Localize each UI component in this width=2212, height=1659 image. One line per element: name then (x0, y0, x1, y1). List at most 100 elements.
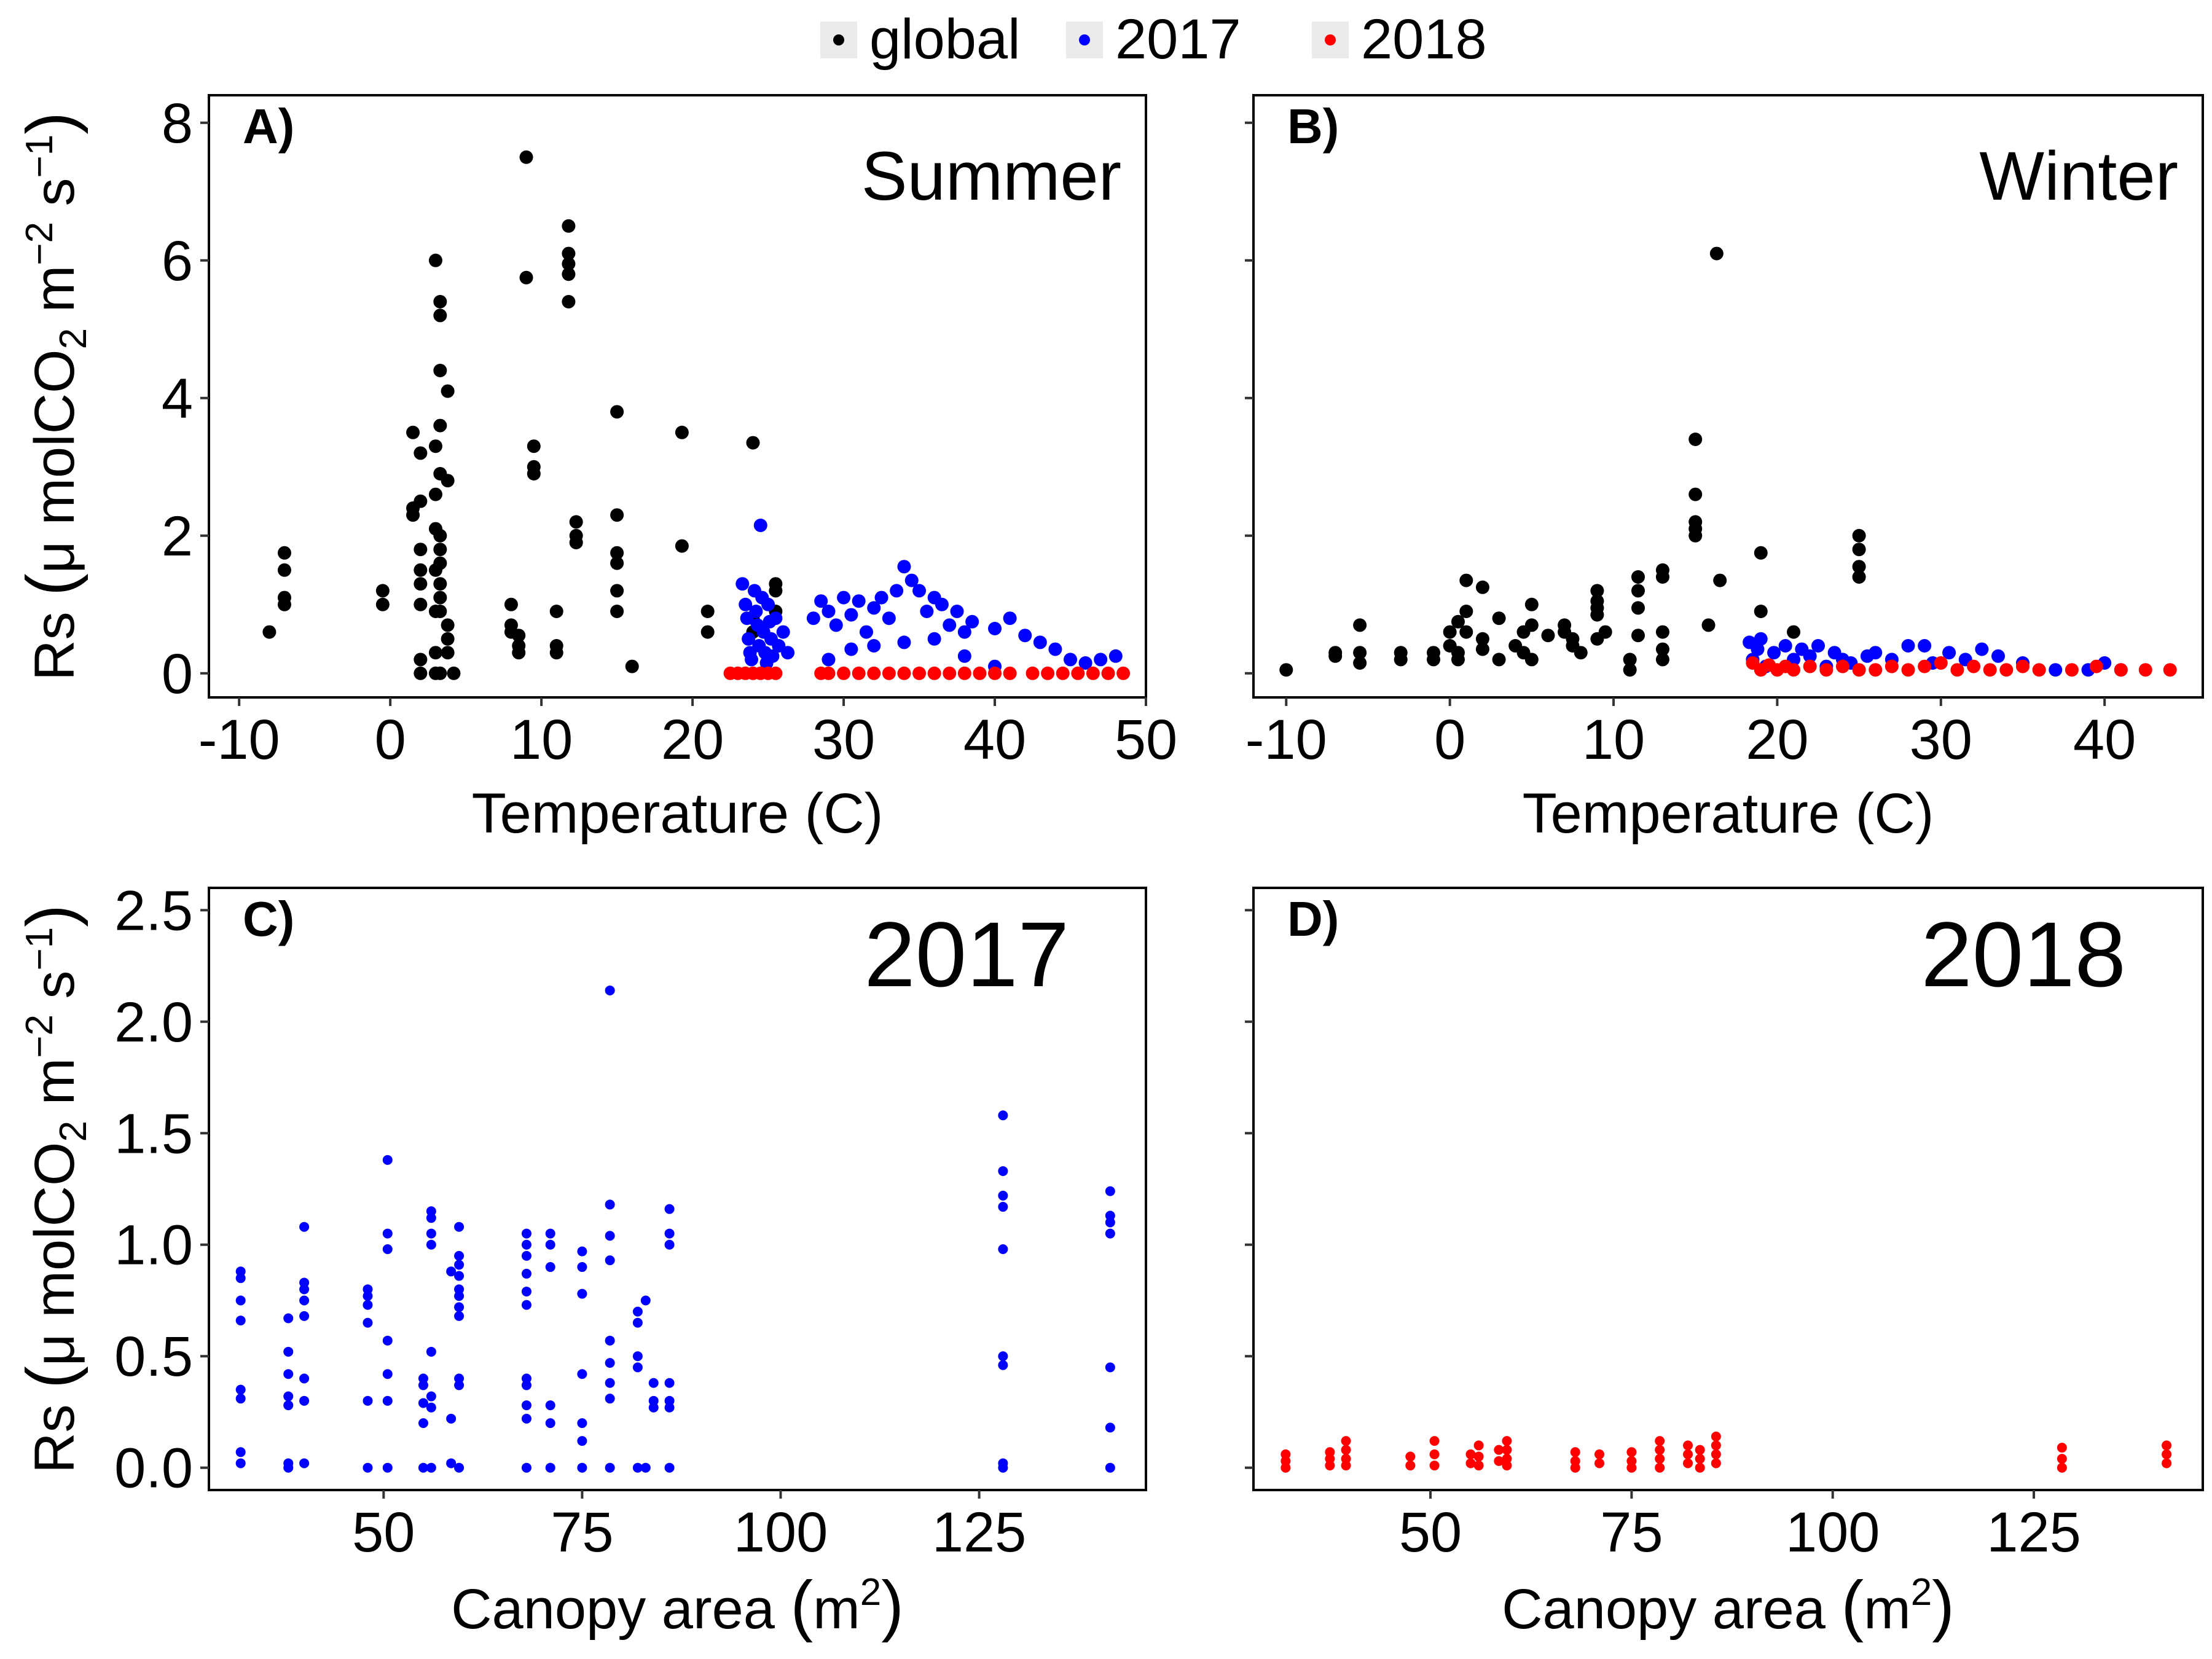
data-point (504, 597, 518, 611)
panel-title: 2017 (864, 903, 1069, 1006)
data-point (569, 536, 583, 549)
data-point (521, 1228, 531, 1239)
data-point (426, 1213, 436, 1223)
data-point (1626, 1447, 1637, 1457)
data-point (1101, 666, 1115, 680)
data-point (1473, 1451, 1484, 1462)
data-point (1570, 1447, 1580, 1457)
data-point (433, 605, 447, 618)
data-point (577, 1262, 587, 1273)
data-point (577, 1462, 587, 1473)
data-point (1918, 659, 1932, 673)
data-point (1475, 632, 1489, 646)
data-point (1778, 639, 1792, 653)
data-point (433, 528, 447, 543)
data-point (1852, 663, 1866, 677)
data-point (426, 1402, 436, 1413)
data-point (382, 1462, 393, 1473)
legend-label-0: global (869, 8, 1021, 71)
panel-D: 50 75 100 125 Canopy area (m2) D) 2018 (1245, 887, 2204, 1643)
data-point (610, 605, 624, 618)
data-point (262, 625, 276, 639)
data-point (998, 1190, 1008, 1201)
x-tick-label: 0 (375, 708, 406, 771)
data-point (1018, 629, 1032, 643)
data-point (414, 543, 428, 557)
data-point (577, 1369, 587, 1379)
data-point (1655, 625, 1669, 639)
data-point (1655, 1436, 1665, 1446)
data-point (988, 622, 1002, 635)
data-point (957, 649, 971, 663)
data-point (277, 590, 291, 605)
series-global (1279, 246, 1866, 677)
data-point (2114, 663, 2128, 677)
data-point (1459, 573, 1473, 587)
data-point (521, 1268, 531, 1279)
data-point (625, 659, 639, 673)
data-point (1281, 1462, 1291, 1473)
data-point (1754, 546, 1768, 560)
data-point (648, 1378, 659, 1388)
data-point (912, 666, 927, 680)
data-point (742, 632, 756, 646)
data-point (822, 605, 836, 618)
data-point (235, 1273, 246, 1284)
data-point (2032, 663, 2046, 677)
data-point (927, 666, 941, 680)
data-point (1695, 1462, 1705, 1473)
data-point (998, 1360, 1008, 1370)
y-tick-label: 1.0 (114, 1214, 193, 1277)
data-point (1041, 666, 1055, 680)
data-point (1427, 653, 1441, 667)
data-point (433, 295, 447, 308)
x-tick-label: 125 (932, 1501, 1027, 1564)
data-point (1626, 1462, 1637, 1473)
x-axis-title: Canopy area (m2) (1502, 1567, 1955, 1643)
data-point (235, 1295, 246, 1306)
data-point (1869, 663, 1883, 677)
x-tick-label: 75 (1600, 1501, 1663, 1564)
data-point (1713, 573, 1727, 587)
data-point (1524, 618, 1539, 632)
data-point (1631, 570, 1645, 584)
x-tick-label: 50 (1115, 708, 1177, 771)
data-point (577, 1246, 587, 1257)
data-point (605, 985, 615, 995)
data-point (874, 590, 888, 605)
data-point (912, 584, 927, 598)
data-point (1341, 1445, 1351, 1455)
data-point (1475, 580, 1489, 594)
data-point (1655, 1454, 1665, 1464)
data-point (1492, 653, 1506, 667)
data-point (1443, 625, 1457, 639)
data-point (973, 666, 987, 680)
data-point (545, 1418, 555, 1429)
data-point (277, 563, 291, 577)
data-point (428, 439, 442, 453)
data-point (1473, 1461, 1484, 1471)
data-point (610, 546, 624, 560)
data-point (433, 308, 447, 323)
data-point (1429, 1436, 1440, 1446)
y-tick-label: 8 (162, 92, 193, 155)
data-point (299, 1284, 310, 1295)
data-point (235, 1458, 246, 1469)
data-point (950, 605, 964, 618)
data-point (1105, 1362, 1115, 1373)
data-point (512, 646, 526, 660)
data-point (1353, 618, 1367, 632)
panel-B: -10 0 10 20 30 40 Temperature (C) B) Winter (1245, 94, 2204, 845)
panel-label: D) (1287, 892, 1339, 946)
data-point (1688, 433, 1703, 446)
data-point (1590, 608, 1604, 622)
data-point (769, 666, 783, 680)
data-point (1975, 642, 1989, 656)
data-point (441, 384, 455, 398)
data-point (446, 1413, 457, 1424)
data-point (749, 605, 763, 618)
data-point (610, 405, 624, 419)
data-point (1594, 1449, 1605, 1459)
data-point (1105, 1422, 1115, 1433)
